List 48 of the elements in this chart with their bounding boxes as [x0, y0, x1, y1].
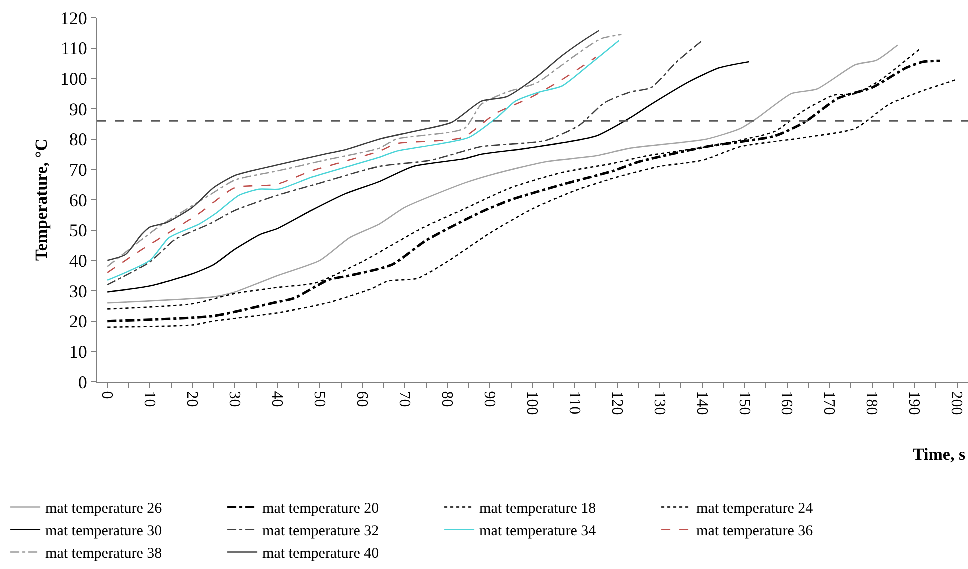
legend-label: mat temperature 32	[262, 524, 380, 540]
x-tick-label: 150	[736, 391, 753, 416]
x-tick-label: 170	[820, 391, 838, 416]
legend-label: mat temperature 24	[696, 501, 814, 518]
y-tick-label: 70	[69, 160, 88, 180]
y-tick-label: 100	[60, 68, 88, 89]
x-tick-label: 100	[523, 391, 540, 416]
y-tick-label: 90	[69, 99, 88, 120]
x-tick-label: 90	[480, 391, 498, 408]
legend-label: mat temperature 30	[46, 524, 162, 540]
x-tick-label: 80	[438, 391, 456, 408]
x-tick-label: 120	[608, 391, 626, 416]
x-tick-label: 10	[140, 391, 158, 408]
x-tick-label: 180	[863, 391, 880, 416]
line-series	[106, 40, 704, 286]
legend-label: mat temperature 18	[480, 501, 596, 518]
y-tick-label: 10	[69, 342, 88, 362]
x-tick-label: 20	[183, 391, 200, 408]
x-tick-label: 70	[396, 391, 413, 408]
legend-label: mat temperature 40	[262, 546, 380, 562]
y-tick-label: 110	[61, 38, 88, 59]
legend-label: mat temperature 26	[46, 501, 163, 518]
x-tick-label: 50	[310, 391, 328, 408]
y-tick-label: 80	[69, 130, 88, 150]
y-tick-label: 50	[69, 220, 88, 241]
legend-label: mat temperature 38	[46, 546, 162, 562]
legend-label: mat temperature 36	[696, 524, 814, 540]
x-tick-label: 190	[906, 391, 923, 416]
x-tick-label: 110	[566, 391, 583, 415]
x-tick-label: 140	[693, 391, 710, 416]
x-tick-label: 160	[778, 391, 796, 416]
y-tick-label: 0	[78, 372, 88, 392]
y-tick-label: 60	[69, 190, 88, 210]
x-tick-label: 200	[948, 391, 966, 416]
legend-label: mat temperature 20	[262, 501, 380, 518]
x-tick-label: 40	[268, 391, 286, 408]
x-axis-title: Time, s	[913, 445, 966, 464]
x-tick-label: 0	[98, 391, 116, 400]
line-series	[106, 61, 750, 293]
x-tick-label: 30	[226, 391, 243, 408]
y-tick-label: 120	[60, 8, 88, 28]
y-tick-label: 40	[69, 250, 88, 271]
x-tick-label: 60	[353, 391, 370, 408]
x-tick-label: 130	[650, 391, 668, 416]
y-tick-label: 20	[69, 312, 88, 332]
y-tick-label: 30	[69, 281, 88, 302]
y-axis-title: Temperature, °C	[32, 138, 51, 262]
legend-label: mat temperature 34	[480, 524, 597, 540]
